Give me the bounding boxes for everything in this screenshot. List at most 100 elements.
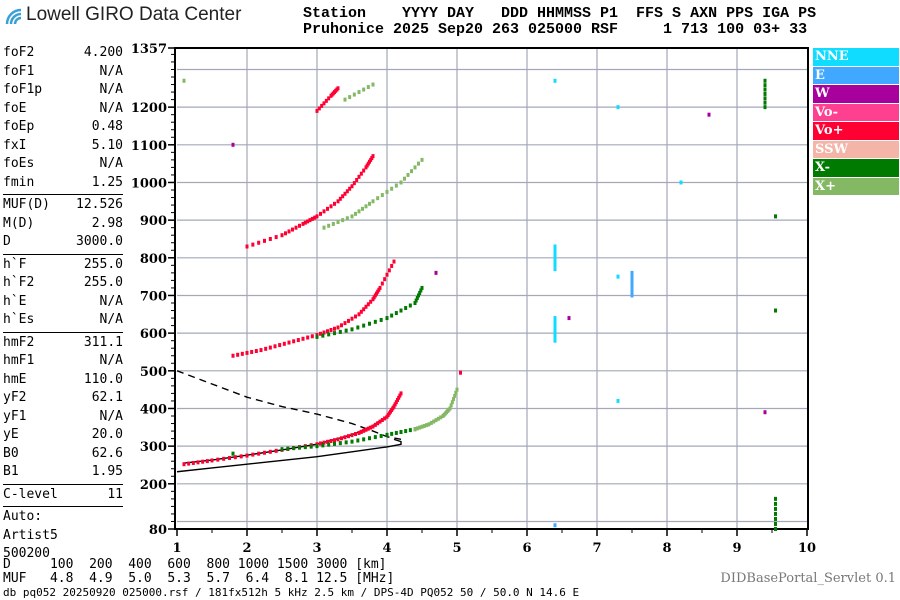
echo-point (257, 240, 261, 245)
muf-row: MUF 4.8 4.9 5.0 5.3 5.7 6.4 8.1 12.5 [MH… (3, 571, 395, 586)
y-tick-label: 600 (140, 327, 167, 342)
x-tick-label: 4 (382, 541, 391, 556)
echo-point (354, 314, 357, 319)
echo-point (228, 455, 231, 460)
echo-point (387, 268, 391, 273)
param-label: foF1 (3, 63, 35, 79)
station-header: Station YYYY DAY DDD HHMMSS P1 FFS S AXN… (303, 6, 816, 38)
param-label: M(D) (3, 215, 35, 231)
echo-point (422, 423, 426, 428)
echo-point (630, 285, 634, 290)
echo-point (274, 235, 278, 240)
param-label: foF1p (3, 82, 43, 97)
echo-point (205, 459, 209, 464)
echo-point (413, 165, 417, 170)
separator (3, 194, 123, 195)
echo-point (763, 96, 767, 101)
echo-point (390, 313, 394, 318)
param-row: hmF2 311.1 (3, 334, 123, 353)
legend: NNE E W Vo- Vo+ SSW X- X+ (813, 48, 899, 196)
param-value: 311.1 (83, 334, 123, 350)
echo-point (408, 428, 412, 433)
echo-point (263, 450, 266, 455)
echo-point (355, 177, 359, 182)
echo-point (356, 325, 360, 330)
echo-point (449, 403, 453, 408)
echo-point-w (567, 316, 571, 321)
y-tick-label: 1100 (131, 139, 167, 154)
echo-point-voplus (259, 348, 263, 353)
echo-point-xplus (322, 225, 326, 230)
echo-point (268, 236, 272, 241)
echo-point (394, 430, 398, 435)
echo-point (410, 169, 413, 174)
footer-info: db pq052 20250920 025000.rsf / 181fx512h… (3, 586, 580, 599)
echo-point (376, 421, 380, 426)
echo-point (553, 319, 557, 324)
echo-point-voplus (371, 154, 375, 159)
echo-point (322, 330, 326, 335)
x-tick-label: 7 (592, 541, 601, 556)
echo-point (344, 328, 348, 333)
echo-point (329, 438, 333, 443)
echo-point (347, 434, 350, 439)
param-row: B1 1.95 (3, 463, 123, 482)
echo-point (774, 521, 777, 526)
echo-point (366, 302, 370, 307)
auto-scaling-line: 500200 (3, 546, 50, 561)
echo-point-voplus (459, 370, 462, 375)
echo-point-voplus (245, 453, 249, 458)
echo-point-voplus (210, 458, 214, 463)
echo-point (338, 329, 342, 334)
echo-point (368, 201, 371, 206)
echo-point-xminus (350, 439, 354, 444)
param-label: yF2 (3, 390, 27, 405)
echo-point (378, 419, 382, 424)
param-label: hmF1 (3, 353, 35, 368)
echo-point (362, 307, 366, 312)
echo-point-xminus (385, 316, 389, 321)
echo-point (434, 418, 438, 423)
echo-point (432, 419, 436, 424)
echo-point-voplus (336, 437, 340, 442)
y-tick-label: 800 (140, 252, 167, 267)
virtual-height-curve (176, 438, 402, 473)
echo-point (376, 196, 380, 201)
param-value: 2.98 (91, 215, 123, 231)
echo-point (309, 444, 313, 449)
echo-point (187, 461, 191, 466)
echo-point (319, 441, 322, 446)
echo-point (553, 259, 557, 264)
echo-point (340, 436, 343, 441)
param-row: yE 20.0 (3, 426, 123, 445)
echo-point (301, 336, 305, 341)
echo-point (306, 219, 310, 224)
param-label: B1 (3, 464, 19, 479)
echo-point (415, 295, 419, 300)
echo-point-voplus (336, 199, 340, 204)
echo-point-xplus (399, 180, 403, 185)
echo-point (298, 223, 301, 228)
echo-point (394, 311, 398, 316)
param-label: fmin (3, 174, 35, 190)
echo-point (361, 206, 364, 211)
echo-point (336, 220, 340, 225)
echo-point (553, 263, 557, 268)
echo-point (357, 209, 361, 214)
echo-point (359, 309, 363, 314)
logo: Lowell GIRO Data Center (4, 4, 241, 26)
legend-item-xplus: X+ (813, 177, 899, 195)
echo-point (292, 339, 296, 344)
param-label: B0 (3, 445, 19, 461)
echo-point-xminus (774, 214, 777, 219)
echo-point (343, 191, 347, 196)
echo-point-nne (553, 78, 557, 83)
echo-point-xminus (774, 496, 777, 501)
logo-text: Lowell GIRO Data Center (26, 4, 242, 25)
echo-point-xminus (763, 78, 767, 83)
echo-point-nne (553, 267, 557, 272)
separator (3, 331, 123, 333)
y-tick-label: 200 (140, 478, 167, 493)
distance-muf-table: D 100 200 400 600 800 1000 1500 3000 [km… (3, 558, 394, 586)
echo-point (333, 331, 336, 336)
